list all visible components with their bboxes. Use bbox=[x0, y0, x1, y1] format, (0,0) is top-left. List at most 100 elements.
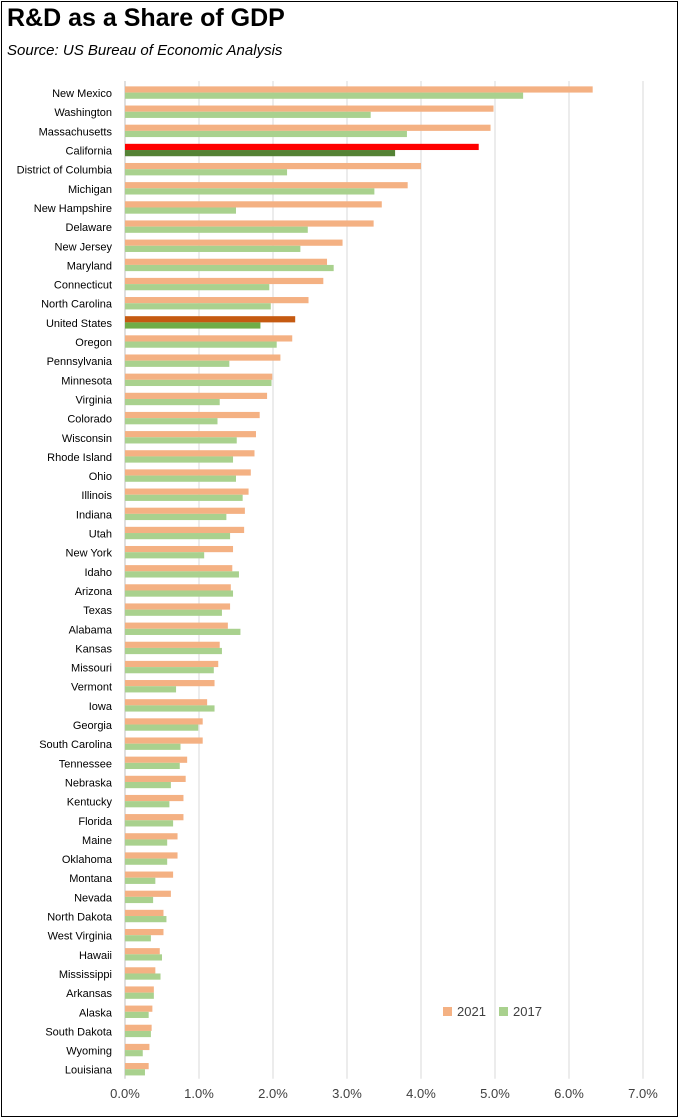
category-label: Kansas bbox=[75, 643, 112, 655]
bar-2017 bbox=[125, 475, 236, 482]
bar-2017 bbox=[125, 724, 199, 731]
bar-2021 bbox=[125, 86, 593, 93]
bar-2017 bbox=[125, 992, 154, 999]
bar-2021 bbox=[125, 967, 156, 974]
x-tick-label: 4.0% bbox=[406, 1086, 436, 1101]
bar-2017 bbox=[125, 150, 396, 157]
bar-2021 bbox=[125, 1005, 153, 1012]
bar-2021 bbox=[125, 507, 245, 514]
category-label: New York bbox=[66, 548, 113, 560]
bar-2021 bbox=[125, 297, 309, 304]
bar-2021 bbox=[125, 354, 281, 361]
legend: 2021 2017 bbox=[443, 1004, 542, 1019]
bar-2017 bbox=[125, 360, 230, 367]
x-tick-label: 2.0% bbox=[258, 1086, 288, 1101]
category-label: Wisconsin bbox=[62, 433, 112, 445]
category-label: Rhode Island bbox=[47, 452, 112, 464]
category-label: Oklahoma bbox=[62, 854, 113, 866]
bar-2021 bbox=[125, 660, 219, 668]
category-label: Idaho bbox=[84, 567, 112, 579]
bar-2017 bbox=[125, 839, 168, 846]
category-label: Louisiana bbox=[65, 1065, 113, 1077]
bar-2017 bbox=[125, 322, 261, 329]
category-label: Pennsylvania bbox=[47, 356, 113, 368]
bar-2017 bbox=[125, 571, 239, 578]
bar-2017 bbox=[125, 169, 288, 176]
bar-2021 bbox=[125, 277, 324, 285]
bar-2021 bbox=[125, 603, 231, 610]
bar-2021 bbox=[125, 411, 260, 419]
bar-2021 bbox=[125, 833, 178, 840]
bar-2021 bbox=[125, 948, 160, 955]
legend-label-2017: 2017 bbox=[513, 1004, 542, 1019]
bar-2017 bbox=[125, 456, 234, 463]
bar-2021 bbox=[125, 1043, 150, 1051]
category-label: Virginia bbox=[76, 394, 113, 406]
bar-2017 bbox=[125, 590, 234, 597]
category-label: Maine bbox=[82, 835, 112, 847]
bar-2017 bbox=[125, 762, 180, 770]
bar-2017 bbox=[125, 245, 301, 252]
bar-2017 bbox=[125, 111, 371, 118]
bar-2017 bbox=[125, 284, 270, 291]
bar-2021 bbox=[125, 220, 374, 227]
category-label: Colorado bbox=[67, 414, 112, 426]
category-label: Indiana bbox=[76, 509, 113, 521]
bar-2021 bbox=[125, 852, 178, 859]
x-tick-label: 5.0% bbox=[480, 1086, 510, 1101]
category-label: Washington bbox=[54, 107, 112, 119]
bar-2017 bbox=[125, 647, 222, 655]
x-tick-label: 3.0% bbox=[332, 1086, 362, 1101]
category-label: Arkansas bbox=[66, 988, 112, 1000]
bar-2021 bbox=[125, 469, 251, 476]
category-label: Missouri bbox=[71, 663, 112, 675]
x-tick-label: 0.0% bbox=[110, 1086, 140, 1101]
bar-2017 bbox=[125, 1030, 151, 1038]
bar-2021 bbox=[125, 871, 174, 878]
category-label: South Carolina bbox=[39, 739, 113, 751]
bar-2017 bbox=[125, 513, 227, 521]
bar-2021 bbox=[125, 488, 249, 495]
bar-2021 bbox=[125, 431, 256, 438]
bar-2021 bbox=[125, 526, 245, 534]
bar-2017 bbox=[125, 207, 236, 214]
category-label: Mississippi bbox=[59, 969, 112, 981]
x-tick-label: 1.0% bbox=[184, 1086, 214, 1101]
category-label: Michigan bbox=[68, 184, 112, 196]
category-label: Nevada bbox=[74, 892, 113, 904]
bar-2017 bbox=[125, 743, 181, 750]
bar-2021 bbox=[125, 775, 186, 782]
bar-2021 bbox=[125, 392, 268, 399]
chart-title: R&D as a Share of GDP bbox=[7, 4, 285, 32]
bar-2017 bbox=[125, 379, 272, 387]
bar-2017 bbox=[125, 437, 237, 444]
bar-2021 bbox=[125, 890, 171, 897]
bar-2021 bbox=[125, 1063, 149, 1070]
category-label: West Virginia bbox=[48, 931, 113, 943]
bar-2017 bbox=[125, 264, 334, 272]
category-label: Iowa bbox=[89, 701, 113, 713]
category-label: United States bbox=[46, 318, 113, 330]
bar-2017 bbox=[125, 494, 243, 501]
legend-swatch-2017 bbox=[499, 1007, 508, 1016]
bar-2017 bbox=[125, 188, 375, 195]
bar-2017 bbox=[125, 877, 156, 884]
category-label: Connecticut bbox=[54, 280, 112, 292]
category-label: Alaska bbox=[79, 1007, 113, 1019]
category-label: Ohio bbox=[89, 471, 112, 483]
bar-2017 bbox=[125, 398, 220, 406]
bar-2021 bbox=[125, 699, 208, 706]
bar-2021 bbox=[125, 182, 408, 189]
bar-2017 bbox=[125, 820, 174, 827]
bar-2021 bbox=[125, 718, 203, 725]
bar-2021 bbox=[125, 928, 164, 936]
bar-2021 bbox=[125, 545, 234, 553]
bar-2021 bbox=[125, 201, 382, 208]
bar-2021 bbox=[125, 814, 184, 821]
bar-2021 bbox=[125, 909, 164, 917]
category-label: Georgia bbox=[73, 720, 113, 732]
category-label: Minnesota bbox=[61, 375, 113, 387]
bar-2021 bbox=[125, 584, 231, 591]
category-label: Illinois bbox=[81, 490, 112, 502]
